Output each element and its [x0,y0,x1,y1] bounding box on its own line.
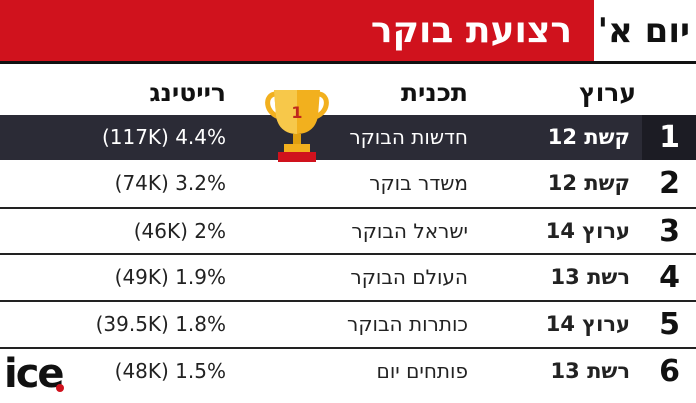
table-row: 4 רשת 13 העולם הבוקר (49K) 1.9% [0,255,696,300]
ice-logo: ice [4,351,65,397]
channel-cell: רשת 13 [550,359,630,383]
column-header-program: תכנית [400,78,468,107]
program-cell: ישראל הבוקר [351,219,468,243]
row-divider [0,207,696,209]
channel-cell: רשת 13 [550,265,630,289]
rank-number: 3 [659,214,680,249]
rating-cell: (46K) 2% [133,219,226,243]
rating-cell: (117K) 4.4% [101,125,226,149]
rating-cell: (74K) 3.2% [114,171,226,195]
rank-number: 2 [659,166,680,201]
channel-cell: ערוץ 14 [545,312,630,336]
row-divider [0,253,696,255]
rating-cell: (39.5K) 1.8% [95,312,226,336]
channel-cell: קשת 12 [547,125,630,149]
rank-number: 6 [659,354,680,389]
channel-cell: ערוץ 14 [545,219,630,243]
rank-number: 1 [659,120,680,155]
row-divider [0,300,696,302]
trophy-number: 1 [291,103,302,122]
rating-cell: (48K) 1.5% [114,359,226,383]
program-cell: כותרות הבוקר [347,312,468,336]
table-row: 5 ערוץ 14 כותרות הבוקר (39.5K) 1.8% [0,302,696,347]
channel-cell: קשת 12 [547,171,630,195]
program-cell: פותחים יום [376,359,468,383]
rank-number: 5 [659,307,680,342]
header-day-label: יום א' [597,11,690,51]
header-red-banner [0,0,594,61]
table-row: 3 ערוץ 14 ישראל הבוקר (46K) 2% [0,209,696,254]
column-header-channel: ערוץ [579,78,636,107]
column-header-rating: רייטינג [149,78,226,107]
rating-cell: (49K) 1.9% [114,265,226,289]
table-row: 6 רשת 13 פותחים יום (48K) 1.5% [0,349,696,394]
table-row: 1 קשת 12 חדשות הבוקר (117K) 4.4% [0,115,696,160]
header-bar: רצועת בוקר יום א' [0,0,696,64]
trophy-icon: 1 [265,90,329,162]
logo-dot [56,384,64,392]
rank-number: 4 [659,260,680,295]
header-title: רצועת בוקר [370,10,572,51]
program-cell: העולם הבוקר [350,265,468,289]
row-divider [0,347,696,349]
program-cell: משדר בוקר [369,171,468,195]
program-cell: חדשות הבוקר [349,125,468,149]
rank-badge [642,115,696,160]
table-row: 2 קשת 12 משדר בוקר (74K) 3.2% [0,161,696,206]
